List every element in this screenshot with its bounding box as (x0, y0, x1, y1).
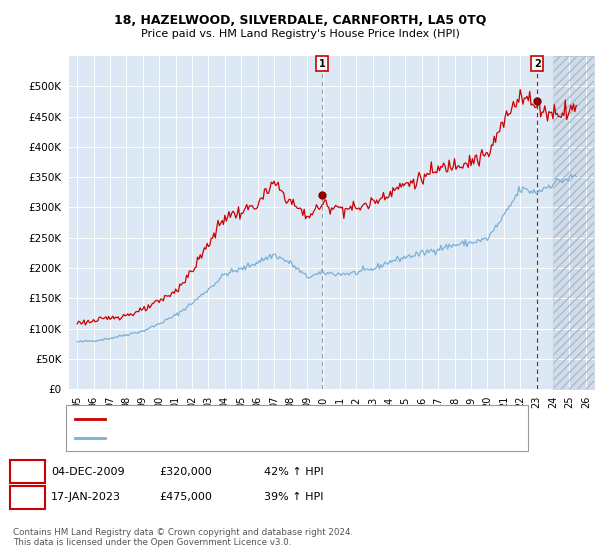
Text: 18, HAZELWOOD, SILVERDALE, CARNFORTH, LA5 0TQ: 18, HAZELWOOD, SILVERDALE, CARNFORTH, LA… (114, 14, 486, 27)
Text: Price paid vs. HM Land Registry's House Price Index (HPI): Price paid vs. HM Land Registry's House … (140, 29, 460, 39)
Text: 2: 2 (24, 492, 31, 502)
Text: £475,000: £475,000 (159, 492, 212, 502)
Text: 18, HAZELWOOD, SILVERDALE, CARNFORTH, LA5 0TQ (detached house): 18, HAZELWOOD, SILVERDALE, CARNFORTH, LA… (108, 414, 458, 424)
Text: 2: 2 (534, 59, 541, 69)
Text: Contains HM Land Registry data © Crown copyright and database right 2024.
This d: Contains HM Land Registry data © Crown c… (13, 528, 353, 547)
Text: 1: 1 (24, 466, 31, 477)
Text: HPI: Average price, detached house, Lancaster: HPI: Average price, detached house, Lanc… (108, 433, 337, 443)
Text: 39% ↑ HPI: 39% ↑ HPI (264, 492, 323, 502)
Text: 17-JAN-2023: 17-JAN-2023 (51, 492, 121, 502)
Text: 42% ↑ HPI: 42% ↑ HPI (264, 466, 323, 477)
Text: 1: 1 (319, 59, 325, 69)
Text: £320,000: £320,000 (159, 466, 212, 477)
Text: 04-DEC-2009: 04-DEC-2009 (51, 466, 125, 477)
